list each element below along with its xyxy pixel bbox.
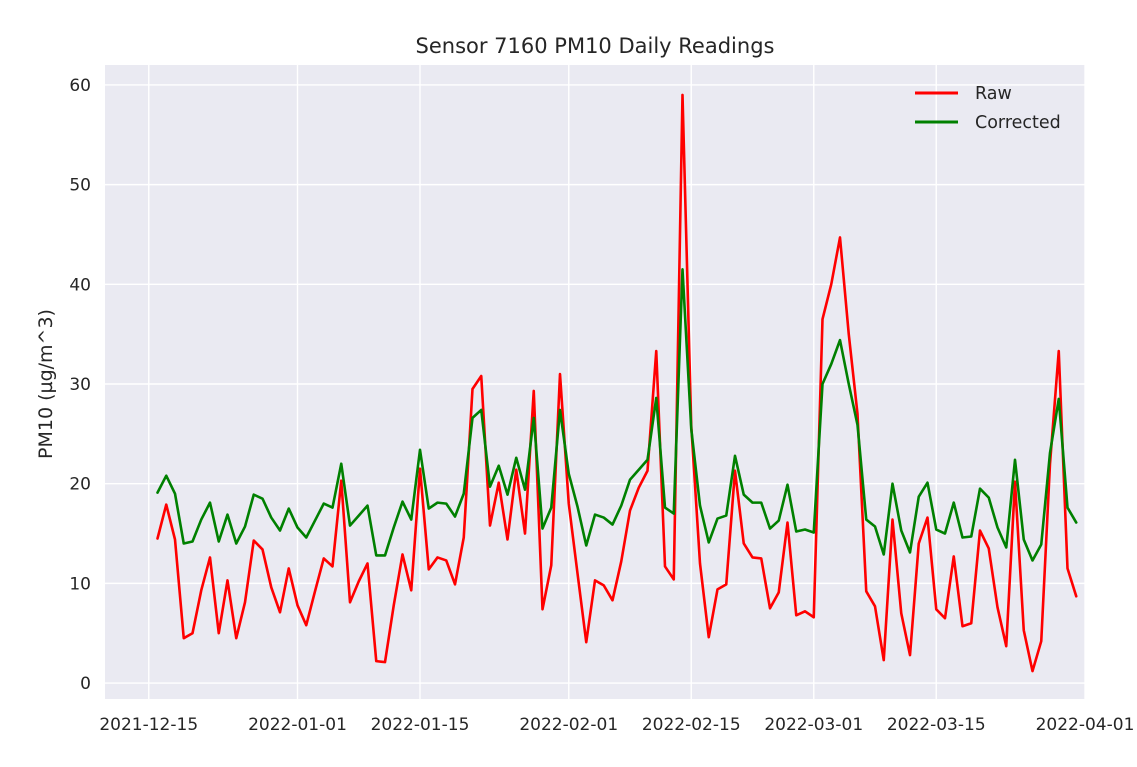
y-tick-label: 50 (69, 176, 91, 196)
y-tick-label: 10 (69, 574, 91, 594)
x-tick-label: 2022-04-01 (1036, 715, 1135, 735)
y-tick-label: 60 (69, 76, 91, 96)
legend-label-corrected: Corrected (975, 113, 1061, 133)
legend: Raw Corrected (915, 84, 1061, 133)
series-line-raw (156, 93, 1078, 673)
y-tick-label: 20 (69, 475, 91, 495)
x-tick-label: 2022-02-01 (519, 715, 618, 735)
x-tick-label: 2022-03-15 (887, 715, 986, 735)
y-tick-label: 30 (69, 375, 91, 395)
chart-title: Sensor 7160 PM10 Daily Readings (416, 34, 775, 58)
plot-area (105, 65, 1085, 699)
legend-label-raw: Raw (975, 84, 1012, 104)
tick-labels: 0 10 20 30 40 50 60 2021-12-15 2022-01-01 2022-01… (69, 76, 1134, 735)
x-tick-label: 2022-03-01 (764, 715, 863, 735)
series-group (156, 93, 1078, 673)
y-axis-label: PM10 (µg/m^3) (35, 309, 57, 459)
x-tick-label: 2022-02-15 (642, 715, 741, 735)
series-line-corrected (156, 268, 1078, 562)
y-tick-label: 0 (80, 674, 91, 694)
x-tick-label: 2022-01-01 (248, 715, 347, 735)
x-tick-label: 2022-01-15 (371, 715, 470, 735)
x-tick-label: 2021-12-15 (99, 715, 198, 735)
y-tick-label: 40 (69, 275, 91, 295)
